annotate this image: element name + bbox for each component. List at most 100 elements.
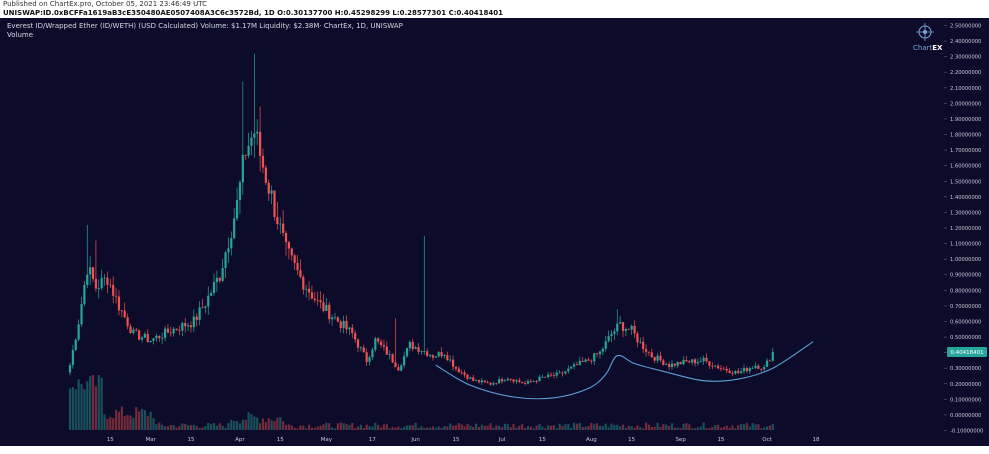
candle[interactable] <box>728 368 731 374</box>
candle[interactable] <box>621 321 625 338</box>
candle[interactable] <box>377 337 380 345</box>
candle[interactable] <box>636 331 639 348</box>
candle[interactable] <box>521 381 524 384</box>
candle[interactable] <box>250 130 253 156</box>
candle[interactable] <box>186 322 190 332</box>
candle[interactable] <box>670 359 674 371</box>
candle[interactable] <box>714 365 717 368</box>
candle[interactable] <box>716 363 720 370</box>
candle[interactable] <box>555 369 558 379</box>
candle[interactable] <box>676 361 679 369</box>
candle[interactable] <box>616 309 619 336</box>
candle[interactable] <box>400 363 403 372</box>
candle[interactable] <box>417 343 420 355</box>
candle[interactable] <box>91 267 95 283</box>
candle[interactable] <box>354 330 357 343</box>
candle[interactable] <box>552 372 555 379</box>
candle[interactable] <box>80 296 83 327</box>
candle[interactable] <box>480 378 483 385</box>
candle[interactable] <box>446 351 449 362</box>
candle[interactable] <box>463 370 466 378</box>
candle[interactable] <box>466 373 469 381</box>
candle[interactable] <box>722 366 725 370</box>
candle[interactable] <box>379 339 383 348</box>
candle[interactable] <box>368 355 371 366</box>
price-chart[interactable]: 2.50000000 2.40000000 2.30000000 2.20000000… <box>0 18 989 446</box>
candle[interactable] <box>198 301 201 326</box>
candle[interactable] <box>325 298 328 312</box>
candle[interactable] <box>132 327 135 335</box>
candle[interactable] <box>293 253 296 270</box>
candle[interactable] <box>149 340 152 343</box>
candle[interactable] <box>426 348 429 357</box>
candle[interactable] <box>719 365 723 372</box>
candle[interactable] <box>166 324 170 334</box>
candle[interactable] <box>506 377 509 381</box>
candle[interactable] <box>486 380 489 384</box>
candle[interactable] <box>362 344 365 353</box>
candle[interactable] <box>771 347 774 362</box>
candle[interactable] <box>685 355 688 362</box>
candle[interactable] <box>351 324 354 339</box>
candle[interactable] <box>163 325 167 341</box>
candle[interactable] <box>644 344 648 357</box>
candle[interactable] <box>731 370 734 377</box>
candle[interactable] <box>123 302 126 319</box>
candle[interactable] <box>702 355 705 366</box>
candle[interactable] <box>541 374 544 378</box>
candle[interactable] <box>428 354 432 358</box>
candle[interactable] <box>253 53 256 158</box>
candle[interactable] <box>365 348 368 366</box>
candle[interactable] <box>356 338 360 353</box>
candle[interactable] <box>86 224 89 289</box>
candle[interactable] <box>89 256 92 286</box>
candle[interactable] <box>169 326 172 337</box>
candle[interactable] <box>515 378 518 385</box>
candle[interactable] <box>117 289 121 316</box>
candle[interactable] <box>408 340 411 352</box>
candle[interactable] <box>192 309 195 333</box>
candle[interactable] <box>760 368 763 373</box>
candle[interactable] <box>610 330 613 343</box>
candle[interactable] <box>469 376 472 380</box>
candle[interactable] <box>737 368 740 374</box>
candle[interactable] <box>526 378 530 385</box>
candle[interactable] <box>763 364 766 372</box>
candle[interactable] <box>172 327 175 337</box>
candle[interactable] <box>443 354 446 359</box>
candle[interactable] <box>590 359 593 365</box>
candle[interactable] <box>572 361 576 370</box>
candle[interactable] <box>650 348 653 359</box>
candle[interactable] <box>215 270 218 292</box>
candle[interactable] <box>477 379 481 384</box>
candle[interactable] <box>581 356 584 363</box>
candle[interactable] <box>290 247 293 261</box>
candle[interactable] <box>195 313 198 327</box>
candle[interactable] <box>161 332 164 344</box>
chart-panel[interactable]: 2.50000000 2.40000000 2.30000000 2.20000000… <box>0 18 989 446</box>
candle[interactable] <box>316 291 319 307</box>
candle[interactable] <box>103 273 106 286</box>
candle[interactable] <box>71 345 74 369</box>
candle[interactable] <box>342 315 345 334</box>
candle[interactable] <box>339 319 342 333</box>
candle[interactable] <box>483 380 486 383</box>
candle[interactable] <box>178 325 181 336</box>
candle[interactable] <box>279 217 282 235</box>
candle[interactable] <box>207 286 210 315</box>
candle[interactable] <box>284 230 288 256</box>
candle[interactable] <box>544 376 547 378</box>
candle[interactable] <box>126 313 129 330</box>
candle[interactable] <box>94 240 98 292</box>
candle[interactable] <box>561 370 564 377</box>
candle[interactable] <box>495 382 498 385</box>
candle[interactable] <box>114 287 118 304</box>
candle[interactable] <box>210 290 213 297</box>
candle[interactable] <box>397 364 400 371</box>
candle[interactable] <box>500 377 504 384</box>
candle[interactable] <box>238 179 242 215</box>
candle[interactable] <box>109 278 112 288</box>
candle[interactable] <box>388 350 391 360</box>
candle[interactable] <box>261 148 265 174</box>
candle[interactable] <box>575 361 579 366</box>
